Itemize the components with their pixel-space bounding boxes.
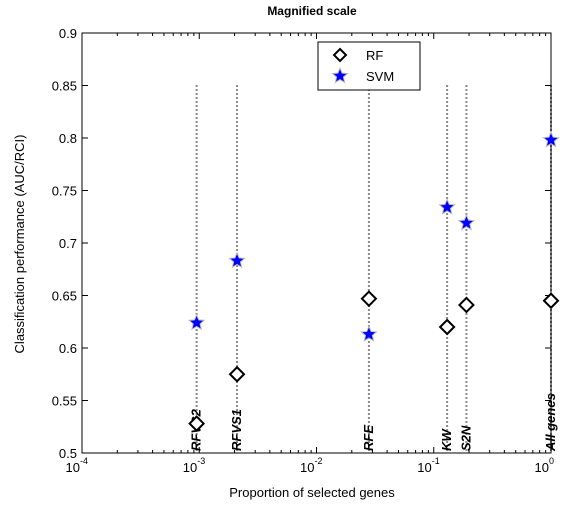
x-tick-exponent: -2 [315, 456, 323, 466]
svm-data-point [438, 197, 456, 215]
y-tick-label: 0.6 [59, 341, 77, 356]
x-tick-label: 10 [183, 460, 197, 475]
legend-label: RF [366, 48, 383, 63]
x-tick-label: 10 [535, 460, 549, 475]
rf-data-point [188, 415, 206, 433]
legend-rf-marker [332, 47, 348, 63]
x-tick-label: 10 [300, 460, 314, 475]
method-label: All genes [543, 393, 558, 452]
rf-data-point [228, 365, 246, 383]
method-label: S2N [458, 425, 473, 451]
y-tick-label: 0.85 [52, 79, 77, 94]
x-tick-exponent: -3 [197, 456, 205, 466]
svm-data-point [228, 251, 246, 269]
plot-area: 10 -4 10 -3 10 -2 10 -1 10 00.50.550.60.650.70.75… [52, 26, 560, 475]
method-label: RFE [361, 425, 376, 451]
y-tick-label: 0.7 [59, 236, 77, 251]
y-tick-label: 0.65 [52, 289, 77, 304]
legend-label: SVM [366, 69, 394, 84]
svm-data-point [542, 130, 560, 148]
y-tick-label: 0.75 [52, 184, 77, 199]
svm-data-point [457, 213, 476, 231]
rf-data-point [542, 292, 560, 310]
x-tick-exponent: 0 [549, 456, 554, 466]
method-label: KW [439, 428, 454, 451]
x-tick-exponent: -1 [432, 456, 440, 466]
x-tick-label: 10 [66, 460, 80, 475]
x-tick-label: 10 [417, 460, 431, 475]
axes-box [81, 32, 552, 454]
rf-data-point [438, 318, 456, 336]
legend-svm-marker [331, 66, 349, 84]
method-label: RFVS1 [229, 409, 244, 451]
y-tick-label: 0.8 [59, 131, 77, 146]
y-tick-label: 0.55 [52, 394, 77, 409]
chart-title: Magnified scale [267, 4, 357, 18]
y-tick-label: 0.9 [59, 26, 77, 41]
svm-data-point [360, 325, 378, 342]
y-tick-label: 0.5 [59, 446, 77, 461]
y-axis-label: Classification performance (AUC/RCI) [12, 135, 27, 354]
rf-data-point [458, 296, 475, 314]
rf-data-point [360, 290, 378, 308]
x-axis-label: Proportion of selected genes [229, 485, 395, 500]
x-tick-exponent: -4 [80, 456, 88, 466]
svm-data-point [187, 313, 206, 331]
